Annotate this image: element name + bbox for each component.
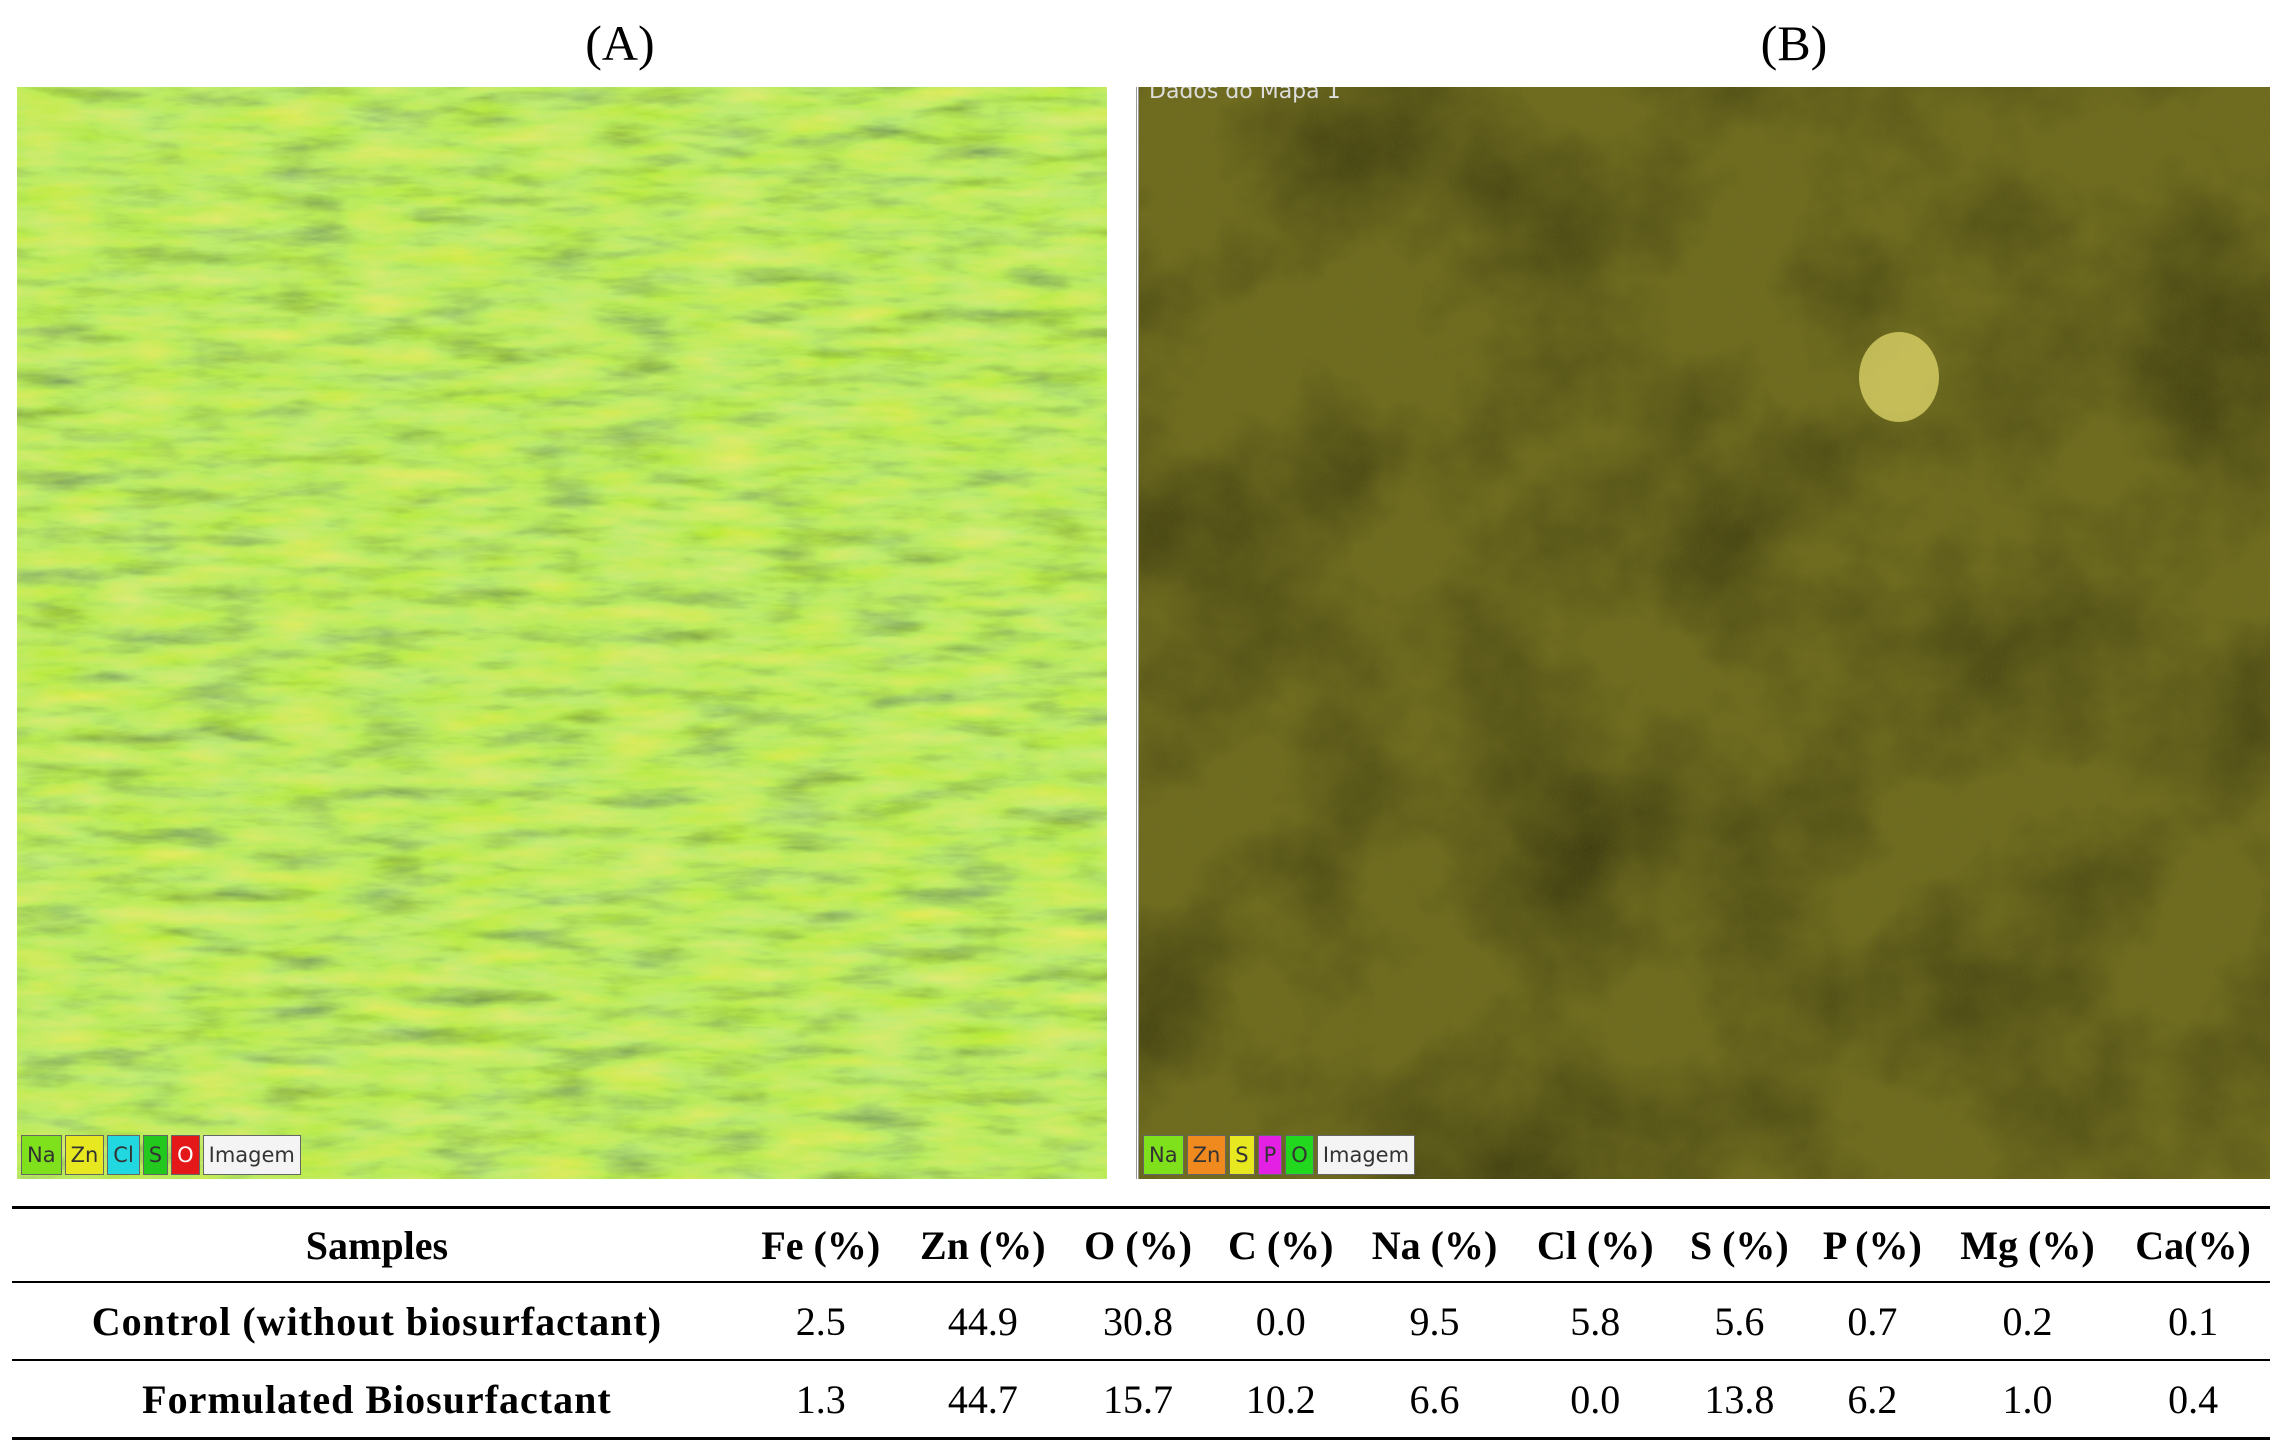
table-header: Samples Fe (%) Zn (%) O (%) C (%) Na (%) Cl (%… (12, 1207, 2270, 1283)
legend-chip: Zn (64, 1135, 105, 1175)
map-caption: Dados do Mapa 1 (1149, 87, 1341, 104)
sample-name: Control (without biosurfactant) (12, 1282, 742, 1361)
legend-chip: Na (21, 1135, 62, 1175)
composition-table: Samples Fe (%) Zn (%) O (%) C (%) Na (%) Cl (%… (12, 1206, 2270, 1440)
table-cell: 6.6 (1409, 1376, 1460, 1422)
table-cell: 5.6 (1672, 1282, 1806, 1361)
legend-chip: S (1229, 1135, 1255, 1175)
table-cell: 0.4 (2168, 1376, 2219, 1422)
table-cell: 2.5 (741, 1282, 900, 1361)
column-header: Fe (%) (741, 1207, 900, 1283)
legend-chip: O (171, 1135, 200, 1175)
legend-chip: Cl (107, 1135, 140, 1175)
legend-chip: S (142, 1135, 169, 1175)
map-image (17, 87, 1107, 1179)
eds-map-a: Na Zn Cl S O Imagem (17, 87, 1107, 1179)
table-cell: 1.3 (795, 1376, 846, 1422)
table-cell: 44.7 (947, 1376, 1018, 1422)
legend-chip: Imagem (202, 1135, 301, 1175)
column-header: P (%) (1805, 1207, 1939, 1283)
table-row: Formulated Biosurfactant 1.3 44.7 15.7 10.2 6… (12, 1360, 2270, 1439)
map-legend: Na Zn Cl S O Imagem (21, 1135, 301, 1175)
table-cell: 44.9 (899, 1282, 1066, 1361)
table-cell: 0.0 (1570, 1376, 1621, 1422)
table-cell: 30.8 (1065, 1282, 1211, 1361)
column-header: S (%) (1672, 1207, 1806, 1283)
panel-label: (A) (585, 15, 655, 71)
legend-chip: O (1285, 1135, 1314, 1175)
legend-chip: Imagem (1316, 1135, 1416, 1175)
column-header: Na (%) (1351, 1207, 1518, 1283)
table-cell: 13.8 (1704, 1376, 1775, 1422)
legend-chip: Zn (1186, 1135, 1227, 1175)
column-header: Mg (%) (1938, 1207, 2117, 1283)
column-header: Cl (%) (1517, 1207, 1673, 1283)
table-cell: 6.2 (1847, 1376, 1898, 1422)
legend-chip: P (1257, 1135, 1283, 1175)
table-cell: 5.8 (1517, 1282, 1673, 1361)
legend-chip: Na (1143, 1135, 1184, 1175)
table-cell: 10.2 (1245, 1376, 1316, 1422)
table-cell: 1.0 (2002, 1376, 2053, 1422)
sample-name: Formulated Biosurfactant (142, 1376, 612, 1422)
eds-map-b: Dados do Mapa 1 Na Zn S P O Imagem (1136, 87, 2270, 1179)
table-cell: 0.2 (1938, 1282, 2117, 1361)
column-header: Ca(%) (2116, 1207, 2270, 1283)
map-legend: Na Zn S P O Imagem (1143, 1135, 1416, 1175)
table-cell: 15.7 (1103, 1376, 1174, 1422)
table-cell: 0.0 (1210, 1282, 1352, 1361)
table-cell: 0.1 (2116, 1282, 2270, 1361)
table-cell: 0.7 (1805, 1282, 1939, 1361)
map-image (1139, 87, 2270, 1179)
panel-label: (B) (1760, 15, 1828, 71)
column-header: Samples (12, 1207, 742, 1283)
column-header: C (%) (1210, 1207, 1352, 1283)
column-header: Zn (%) (899, 1207, 1066, 1283)
table-cell: 9.5 (1351, 1282, 1518, 1361)
table-row: Control (without biosurfactant) 2.5 44.9 30… (12, 1282, 2270, 1361)
column-header: O (%) (1065, 1207, 1211, 1283)
